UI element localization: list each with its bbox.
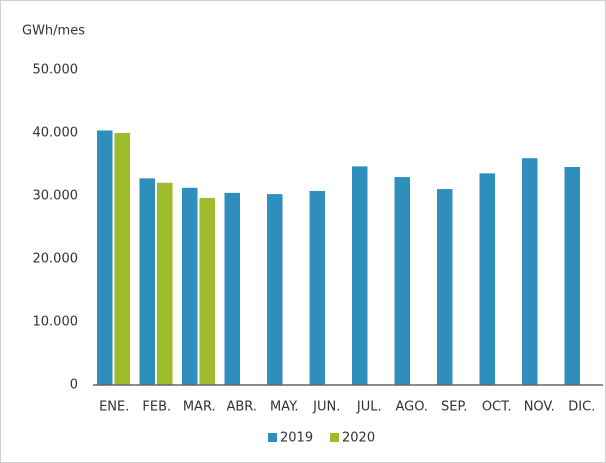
x-tick-label: DIC. [568,400,595,415]
legend-swatch [330,433,339,442]
legend-swatch [268,433,277,442]
bar [394,177,410,385]
x-tick-label: JUL. [356,400,382,415]
x-tick-label: AGO. [395,400,428,415]
y-tick-label: 10.000 [33,315,79,330]
bar [437,189,453,385]
y-tick-label: 40.000 [33,126,79,141]
bar [309,190,325,385]
bar [352,166,368,385]
bar [114,133,130,385]
bar [199,197,215,385]
y-tick-label: 20.000 [33,252,79,267]
y-tick-label: 0 [70,378,78,393]
legend-label: 2019 [280,431,313,446]
x-tick-label: OCT. [482,400,512,415]
y-tick-label: 30.000 [33,189,79,204]
x-tick-label: NOV. [524,400,555,415]
bar [522,158,538,385]
y-tick-label: 50.000 [33,63,79,78]
bar [182,187,198,385]
bar [267,194,283,385]
y-axis-label: GWh/mes [22,24,85,39]
legend-label: 2020 [342,431,375,446]
x-tick-label: JUN. [312,400,340,415]
bar [479,173,495,385]
x-tick-label: ENE. [99,400,129,415]
x-tick-label: MAR. [183,400,216,415]
bar [139,178,155,385]
bar [224,192,240,385]
bar [97,130,113,385]
x-tick-label: MAY. [270,400,299,415]
bar [157,182,173,385]
x-tick-label: ABR. [226,400,257,415]
x-tick-label: FEB. [142,400,171,415]
x-tick-label: SEP. [441,400,467,415]
bar [564,167,580,385]
